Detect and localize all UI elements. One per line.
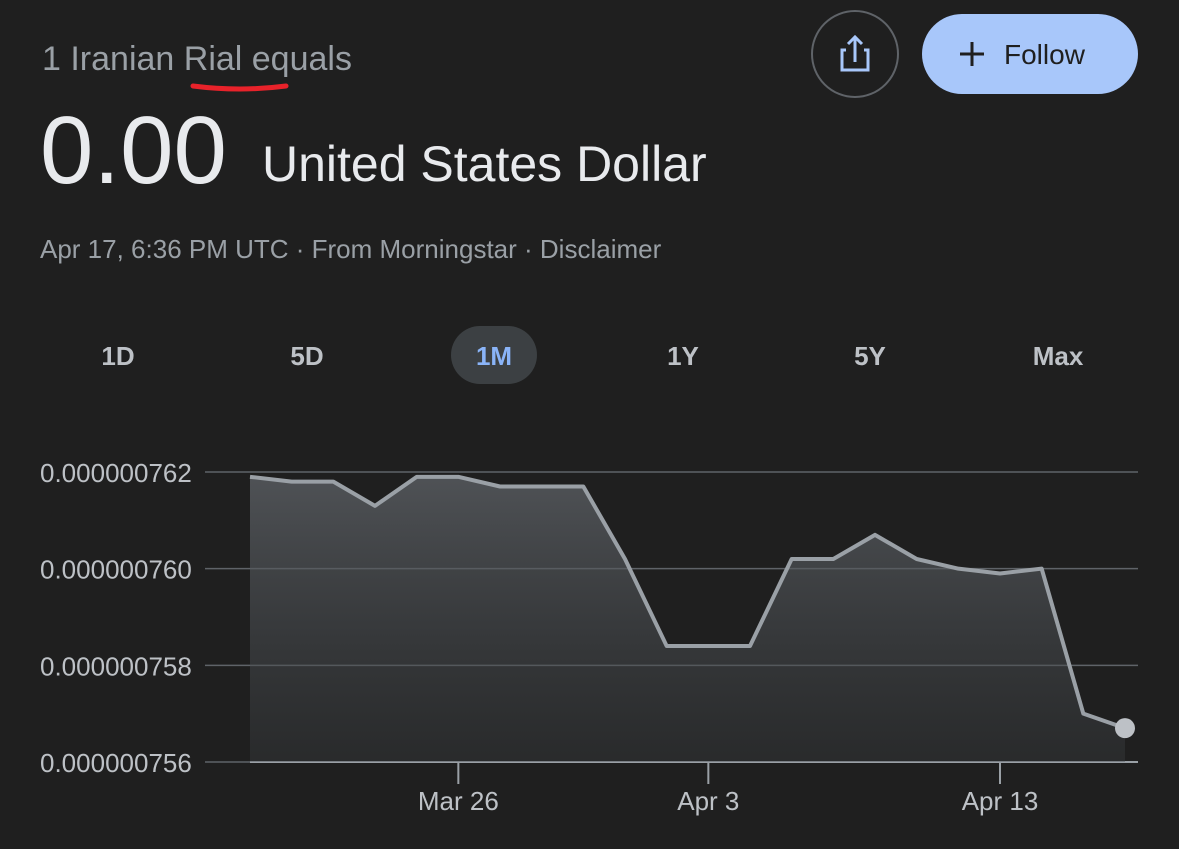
follow-button[interactable]: Follow: [922, 14, 1138, 94]
share-circle[interactable]: [811, 10, 899, 98]
y-tick-label: 0.000000758: [40, 651, 192, 681]
tab[interactable]: Max: [1033, 341, 1084, 371]
chart: 0.000000756 0.000000758 0.000000760 0.00000…: [40, 458, 1138, 816]
share-icon[interactable]: [840, 34, 870, 72]
line: [249, 474, 1126, 731]
tab[interactable]: 1D: [101, 341, 134, 371]
tab[interactable]: 5Y: [854, 341, 886, 371]
follow-label[interactable]: Follow: [1004, 39, 1086, 70]
y-tick-label: 0.000000756: [40, 748, 192, 778]
tab[interactable]: 1Y: [667, 341, 699, 371]
rate-unit: United States Dollar: [262, 136, 707, 192]
meta: Apr 17, 6:36 PM UTC · From Morningstar ·…: [40, 234, 662, 264]
red-underline: [190, 83, 289, 92]
share-button[interactable]: [811, 10, 899, 98]
title: 1 Iranian Rial equals: [42, 40, 352, 78]
x-tick-label: Apr 3: [677, 786, 739, 816]
last-point: [1115, 718, 1135, 739]
follow-bg[interactable]: [922, 14, 1138, 94]
plus-icon[interactable]: [960, 42, 984, 66]
x-tick-label: Apr 13: [962, 786, 1039, 816]
y-tick-label: 0.000000760: [40, 555, 192, 585]
tab[interactable]: 1M: [476, 341, 512, 371]
range-tabs: 1D 5D 1M 1Y 5Y Max: [101, 326, 1084, 384]
area: [250, 476, 1125, 762]
y-tick-label: 0.000000762: [40, 458, 192, 488]
rate-value: 0.00: [40, 97, 227, 204]
tab-selected-bg[interactable]: [451, 326, 537, 384]
x-tick-label: Mar 26: [418, 786, 499, 816]
tab[interactable]: 5D: [290, 341, 323, 371]
